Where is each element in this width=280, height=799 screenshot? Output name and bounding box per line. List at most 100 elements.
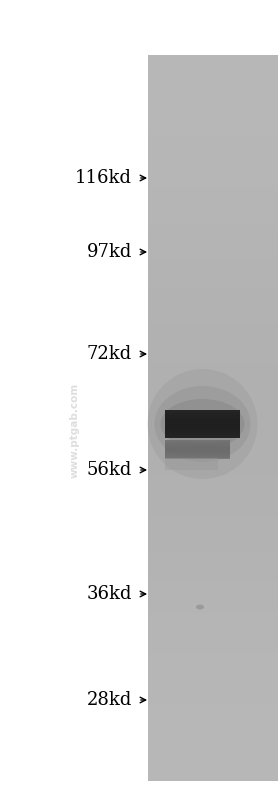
Bar (148, 356, 278, 360)
Bar (148, 109, 278, 113)
Bar (148, 254, 278, 259)
Bar (148, 341, 278, 345)
Bar (148, 511, 278, 516)
Bar (148, 551, 278, 556)
Bar (148, 598, 278, 603)
Bar (165, 411, 240, 413)
Ellipse shape (160, 399, 244, 449)
Bar (148, 747, 278, 752)
Bar (148, 371, 278, 375)
Bar (165, 437, 240, 438)
Bar (148, 555, 278, 559)
Bar (165, 427, 240, 428)
Bar (165, 413, 240, 414)
Bar (165, 435, 240, 436)
Bar (148, 334, 278, 338)
Bar (165, 432, 240, 433)
Bar (148, 664, 278, 668)
Bar (148, 189, 278, 193)
Bar (148, 400, 278, 403)
Bar (148, 233, 278, 237)
Bar (148, 737, 278, 741)
Bar (148, 657, 278, 661)
Bar (148, 222, 278, 226)
Bar (165, 419, 240, 420)
Bar (165, 429, 240, 430)
Bar (165, 430, 240, 431)
Bar (165, 422, 240, 423)
Bar (165, 458, 218, 470)
Bar (165, 434, 240, 435)
Bar (148, 142, 278, 146)
Bar (148, 494, 278, 498)
Bar (148, 650, 278, 654)
Bar (165, 453, 230, 454)
Bar (165, 424, 240, 425)
Bar (148, 301, 278, 306)
Bar (148, 229, 278, 233)
Bar (148, 418, 278, 422)
Bar (165, 450, 230, 451)
Bar (148, 483, 278, 487)
Bar (165, 441, 230, 443)
Text: www.ptgab.com: www.ptgab.com (70, 383, 80, 478)
Bar (148, 758, 278, 762)
Bar (165, 438, 240, 439)
Bar (148, 324, 278, 328)
Bar (148, 638, 278, 642)
Bar (165, 423, 240, 424)
Bar (165, 458, 230, 459)
Bar (148, 207, 278, 212)
Bar (148, 490, 278, 494)
Bar (165, 440, 230, 441)
Bar (165, 415, 240, 416)
Bar (148, 439, 278, 443)
Bar (165, 425, 240, 426)
Bar (148, 675, 278, 679)
Ellipse shape (155, 386, 251, 462)
Bar (165, 428, 240, 429)
Bar (148, 527, 278, 531)
Bar (165, 446, 230, 447)
Bar (165, 436, 240, 437)
Bar (165, 410, 240, 411)
Bar (148, 754, 278, 759)
Bar (148, 84, 278, 88)
Bar (165, 413, 240, 414)
Bar (148, 308, 278, 313)
Bar (148, 697, 278, 701)
Bar (148, 711, 278, 715)
Bar (148, 704, 278, 708)
Bar (148, 562, 278, 566)
Bar (165, 418, 240, 419)
Bar (148, 635, 278, 639)
Bar (148, 320, 278, 324)
Text: 28kd: 28kd (87, 691, 132, 709)
Bar (165, 416, 240, 417)
Bar (165, 429, 240, 430)
Bar (148, 240, 278, 244)
Bar (148, 131, 278, 135)
Bar (148, 610, 278, 614)
Bar (148, 751, 278, 755)
Text: 36kd: 36kd (87, 585, 132, 603)
Bar (148, 700, 278, 705)
Bar (148, 588, 278, 592)
Bar (148, 581, 278, 585)
Bar (148, 407, 278, 411)
Bar (148, 465, 278, 469)
Bar (148, 62, 278, 66)
Bar (148, 91, 278, 95)
Bar (165, 416, 240, 418)
Bar (165, 441, 230, 442)
Bar (165, 440, 230, 441)
Bar (148, 258, 278, 262)
Bar (148, 777, 278, 781)
Bar (148, 291, 278, 295)
Bar (148, 617, 278, 621)
Bar (148, 421, 278, 425)
Bar (148, 504, 278, 509)
Bar (148, 298, 278, 302)
Bar (165, 430, 240, 431)
Bar (148, 447, 278, 451)
